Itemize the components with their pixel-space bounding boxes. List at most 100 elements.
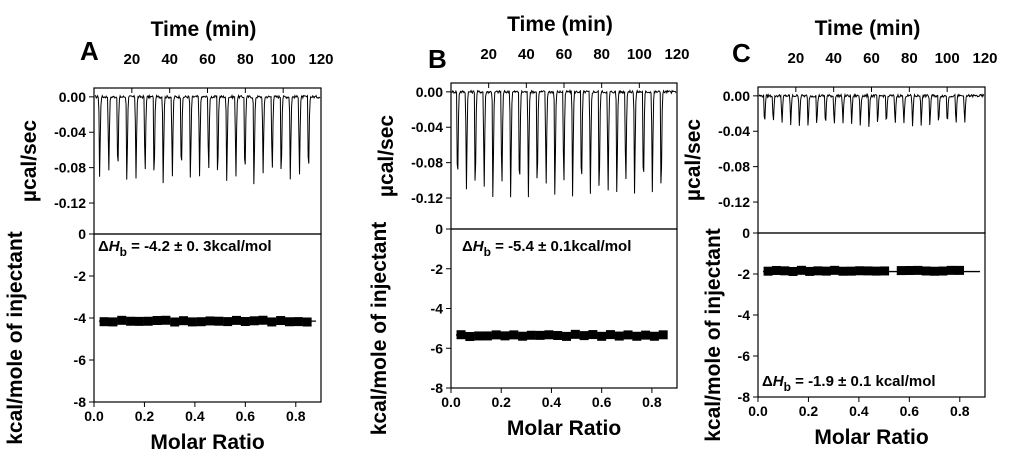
- upper-y-tick-label: -0.04: [411, 119, 443, 135]
- data-point: [632, 331, 642, 341]
- top-tick-label: 100: [935, 50, 960, 67]
- data-point: [544, 330, 554, 340]
- top-tick-label: 60: [556, 46, 573, 63]
- lower-y-tick-label: -2: [431, 261, 444, 277]
- x-tick-label: 0.6: [236, 408, 256, 424]
- thermogram-trace: [94, 93, 321, 185]
- data-point: [588, 330, 598, 340]
- x-tick-label: 0.0: [748, 403, 768, 419]
- data-point: [99, 317, 109, 327]
- data-point: [126, 316, 136, 326]
- x-tick-label: 0.0: [84, 408, 104, 424]
- panel-label: A: [80, 36, 99, 66]
- top-tick-label: 120: [664, 46, 689, 63]
- upper-y-tick-label: 0.00: [723, 88, 750, 104]
- annotation-delta: Δ: [762, 373, 773, 390]
- annotation-subscript: b: [484, 245, 491, 259]
- x-axis-label: Molar Ratio: [150, 431, 264, 454]
- data-point: [240, 317, 250, 327]
- top-axis-title: Time (min): [507, 13, 613, 36]
- data-point: [788, 266, 798, 276]
- top-tick-label: 20: [787, 50, 804, 67]
- x-tick-label: 0.4: [185, 408, 205, 424]
- upper-y-tick-label: -0.08: [54, 160, 86, 176]
- data-point: [658, 330, 668, 340]
- lower-y-tick-label: -8: [74, 394, 87, 410]
- data-point: [143, 316, 153, 326]
- annotation-symbol: H: [773, 373, 785, 390]
- upper-y-tick-label: 0.00: [416, 84, 443, 100]
- data-point: [813, 266, 823, 276]
- data-point: [267, 317, 277, 327]
- lower-y-tick-label: -4: [74, 310, 87, 326]
- lower-y-tick-label: 0: [78, 226, 86, 242]
- data-point: [649, 331, 659, 341]
- data-point: [214, 316, 224, 326]
- data-point: [913, 265, 923, 275]
- data-point: [838, 266, 848, 276]
- top-tick-label: 120: [972, 50, 997, 67]
- top-tick-label: 80: [901, 50, 918, 67]
- data-point: [482, 331, 492, 341]
- lower-y-axis-label: kcal/mole of injectant: [702, 228, 725, 442]
- lower-y-tick-label: -8: [738, 389, 751, 405]
- lower-y-tick-label: 0: [435, 221, 443, 237]
- data-point: [293, 317, 303, 327]
- annotation-delta: Δ: [98, 238, 109, 255]
- data-point: [500, 331, 510, 341]
- panel-label: C: [732, 38, 751, 68]
- lower-y-tick-label: -4: [738, 307, 751, 323]
- upper-y-axis-label: µcal/sec: [375, 115, 398, 197]
- x-tick-label: 0.8: [642, 394, 662, 410]
- annotation-value: = -5.4 ± 0.1kcal/mol: [491, 238, 631, 255]
- annotation-subscript: b: [120, 245, 127, 259]
- top-tick-label: 20: [480, 46, 497, 63]
- data-point: [570, 329, 580, 339]
- data-point: [763, 266, 773, 276]
- data-point: [108, 317, 118, 327]
- data-point: [456, 330, 466, 340]
- panel-label: B: [428, 44, 447, 74]
- lower-y-tick-label: -6: [74, 352, 87, 368]
- top-tick-label: 120: [308, 51, 333, 68]
- x-axis-label: Molar Ratio: [814, 426, 928, 449]
- data-point: [509, 330, 519, 340]
- upper-y-axis-label: µcal/sec: [18, 120, 41, 202]
- lower-y-axis-label: kcal/mole of injectant: [368, 222, 391, 436]
- top-tick-label: 60: [199, 51, 216, 68]
- data-point: [579, 331, 589, 341]
- lower-y-tick-label: 0: [742, 225, 750, 241]
- upper-y-tick-label: -0.08: [718, 159, 750, 175]
- data-point: [553, 330, 563, 340]
- upper-y-axis-label: µcal/sec: [682, 119, 705, 201]
- top-axis-title: Time (min): [815, 17, 921, 40]
- lower-y-tick-label: -2: [738, 266, 751, 282]
- annotation-symbol: H: [109, 238, 121, 255]
- data-point: [938, 266, 948, 276]
- annotation-value: = -1.9 ± 0.1 kcal/mol: [791, 373, 936, 390]
- top-tick-label: 40: [161, 51, 178, 68]
- data-point: [152, 315, 162, 325]
- annotation-value: = -4.2 ± 0. 3kcal/mol: [127, 238, 272, 255]
- x-tick-label: 0.2: [135, 408, 155, 424]
- top-tick-label: 100: [271, 51, 296, 68]
- data-point: [284, 317, 294, 327]
- data-point: [641, 330, 651, 340]
- data-point: [830, 265, 840, 275]
- upper-y-tick-label: 0.00: [59, 89, 86, 105]
- data-point: [249, 316, 259, 326]
- data-point: [535, 330, 545, 340]
- annotation-symbol: H: [473, 238, 485, 255]
- data-point: [805, 266, 815, 276]
- data-point: [170, 317, 180, 327]
- top-tick-label: 100: [627, 46, 652, 63]
- upper-plot-frame: [757, 86, 986, 234]
- top-tick-label: 20: [123, 51, 140, 68]
- lower-y-tick-label: -2: [74, 268, 87, 284]
- x-tick-label: 0.4: [542, 394, 562, 410]
- x-tick-label: 0.8: [950, 403, 970, 419]
- data-point: [562, 331, 572, 341]
- data-point: [302, 317, 312, 327]
- data-point: [161, 315, 171, 325]
